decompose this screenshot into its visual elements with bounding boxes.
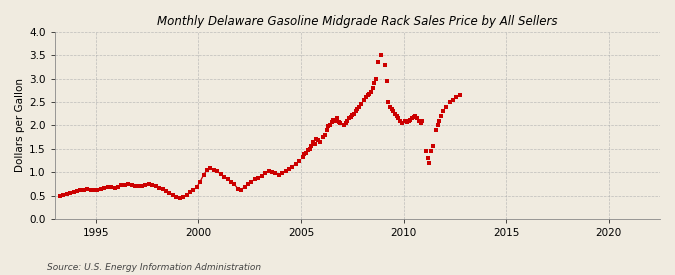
Point bbox=[385, 104, 396, 109]
Point bbox=[340, 121, 351, 125]
Point bbox=[407, 116, 418, 121]
Point bbox=[333, 120, 344, 124]
Point bbox=[373, 60, 383, 65]
Point bbox=[433, 123, 443, 128]
Point bbox=[441, 104, 452, 109]
Point bbox=[427, 144, 438, 149]
Point bbox=[348, 112, 359, 116]
Point bbox=[376, 53, 387, 57]
Point bbox=[371, 76, 381, 81]
Text: Source: U.S. Energy Information Administration: Source: U.S. Energy Information Administ… bbox=[47, 263, 261, 272]
Point bbox=[330, 119, 341, 123]
Point bbox=[369, 81, 380, 86]
Point bbox=[328, 118, 339, 122]
Point bbox=[444, 100, 455, 104]
Point bbox=[321, 128, 332, 132]
Point bbox=[309, 142, 320, 146]
Point bbox=[402, 120, 412, 124]
Point bbox=[392, 114, 402, 118]
Point bbox=[318, 135, 329, 139]
Point bbox=[367, 86, 378, 90]
Point bbox=[356, 102, 367, 107]
Point bbox=[354, 104, 364, 109]
Point bbox=[304, 147, 315, 151]
Point bbox=[323, 124, 333, 129]
Point bbox=[301, 150, 312, 155]
Point bbox=[327, 120, 338, 124]
Point bbox=[393, 116, 404, 121]
Point bbox=[415, 121, 426, 125]
Point bbox=[424, 161, 435, 165]
Point bbox=[308, 140, 319, 144]
Point bbox=[437, 109, 448, 114]
Point bbox=[386, 107, 397, 111]
Point bbox=[425, 149, 436, 153]
Point bbox=[299, 152, 310, 157]
Point bbox=[395, 119, 406, 123]
Point bbox=[362, 93, 373, 97]
Point bbox=[315, 140, 325, 144]
Point bbox=[364, 92, 375, 96]
Point bbox=[396, 121, 407, 125]
Point bbox=[306, 144, 317, 149]
Point bbox=[379, 62, 390, 67]
Point bbox=[421, 149, 431, 153]
Point bbox=[381, 79, 392, 83]
Title: Monthly Delaware Gasoline Midgrade Rack Sales Price by All Sellers: Monthly Delaware Gasoline Midgrade Rack … bbox=[157, 15, 558, 28]
Point bbox=[342, 119, 352, 123]
Point bbox=[405, 118, 416, 122]
Point bbox=[389, 112, 400, 116]
Point bbox=[338, 123, 349, 128]
Point bbox=[345, 115, 356, 119]
Y-axis label: Dollars per Gallon: Dollars per Gallon bbox=[15, 78, 25, 172]
Point bbox=[435, 114, 446, 118]
Point bbox=[350, 109, 361, 114]
Point bbox=[347, 113, 358, 117]
Point bbox=[448, 98, 458, 102]
Point bbox=[313, 138, 323, 143]
Point bbox=[400, 119, 410, 123]
Point bbox=[434, 119, 445, 123]
Point bbox=[359, 98, 370, 102]
Point bbox=[311, 137, 322, 142]
Point bbox=[335, 121, 346, 125]
Point bbox=[383, 100, 394, 104]
Point bbox=[422, 156, 433, 160]
Point bbox=[344, 116, 354, 121]
Point bbox=[412, 116, 423, 121]
Point bbox=[408, 115, 419, 119]
Point bbox=[410, 114, 421, 118]
Point bbox=[352, 107, 362, 111]
Point bbox=[414, 119, 425, 123]
Point bbox=[454, 93, 465, 97]
Point bbox=[325, 123, 335, 128]
Point bbox=[417, 119, 428, 123]
Point bbox=[366, 90, 377, 94]
Point bbox=[451, 95, 462, 100]
Point bbox=[360, 95, 371, 100]
Point bbox=[302, 148, 313, 152]
Point bbox=[331, 116, 342, 121]
Point bbox=[431, 128, 441, 132]
Point bbox=[403, 119, 414, 123]
Point bbox=[319, 133, 330, 137]
Point bbox=[297, 155, 308, 160]
Point bbox=[388, 109, 399, 114]
